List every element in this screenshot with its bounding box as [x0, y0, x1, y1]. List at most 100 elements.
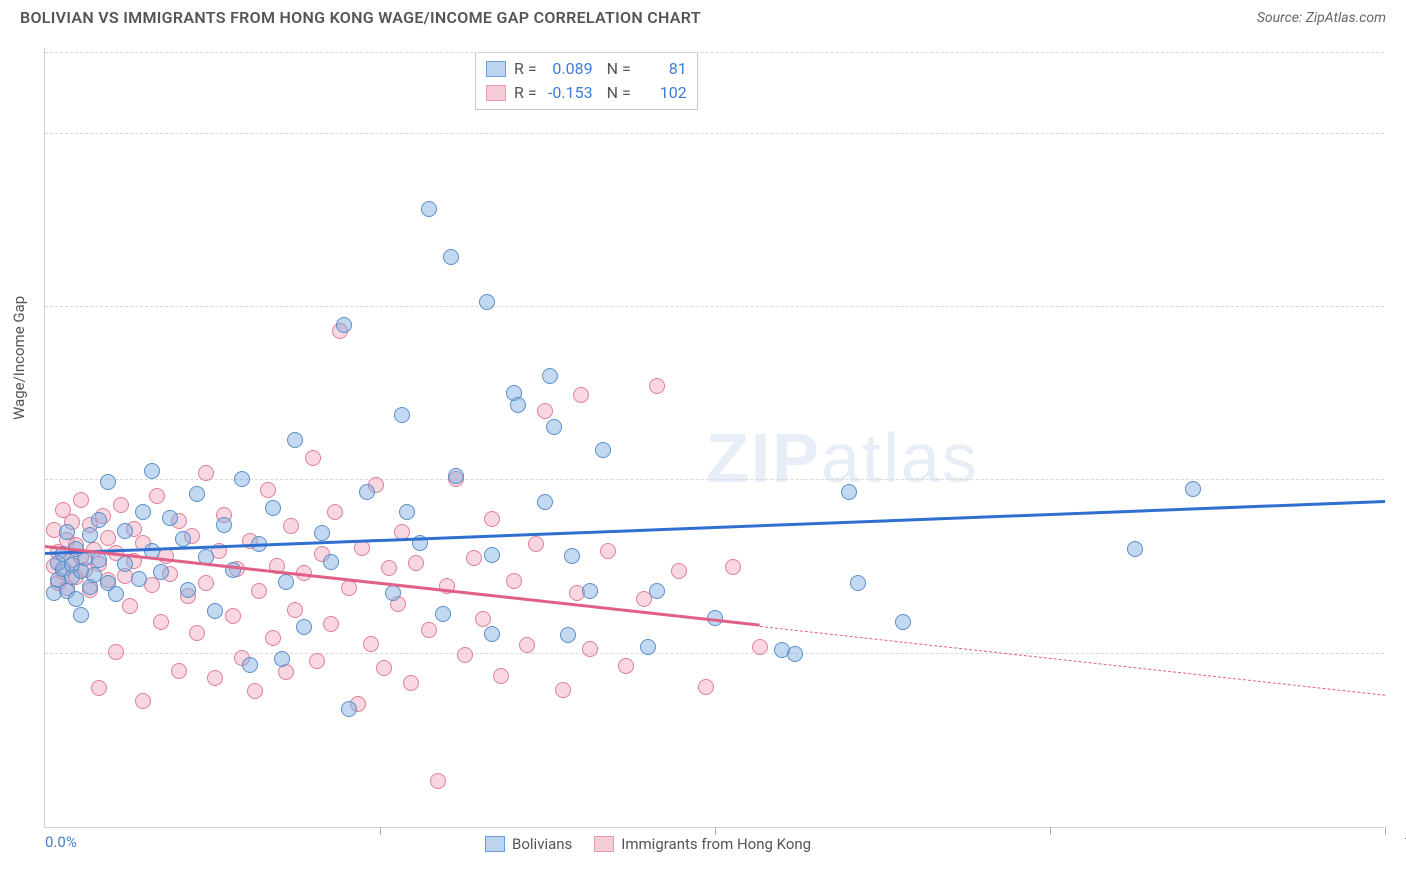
pink-point — [149, 488, 165, 504]
blue-point — [850, 575, 866, 591]
pink-point — [537, 403, 553, 419]
pink-point — [171, 663, 187, 679]
blue-point — [435, 606, 451, 622]
blue-point — [274, 651, 290, 667]
pink-point — [113, 497, 129, 513]
stats-row-b: R = -0.153 N = 102 — [486, 81, 687, 105]
legend-item-a: Bolivians — [485, 835, 572, 853]
pink-point — [122, 598, 138, 614]
pink-point — [421, 622, 437, 638]
blue-point — [443, 249, 459, 265]
blue-point — [394, 407, 410, 423]
pink-point — [618, 658, 634, 674]
blue-point — [153, 564, 169, 580]
blue-point — [207, 603, 223, 619]
pink-point — [506, 573, 522, 589]
pink-point — [327, 504, 343, 520]
blue-point — [649, 583, 665, 599]
blue-point — [91, 512, 107, 528]
pink-point — [341, 580, 357, 596]
source-attribution: Source: ZipAtlas.com — [1257, 10, 1386, 26]
legend-swatch-blue-icon — [485, 836, 505, 852]
pink-point — [376, 660, 392, 676]
pink-point — [287, 602, 303, 618]
pink-point — [752, 639, 768, 655]
pink-point — [153, 614, 169, 630]
blue-point — [91, 552, 107, 568]
swatch-pink-icon — [486, 85, 506, 101]
blue-point — [68, 591, 84, 607]
pink-point — [484, 511, 500, 527]
blue-point — [448, 468, 464, 484]
blue-point — [117, 523, 133, 539]
pink-trendline-extrapolated — [760, 626, 1385, 696]
blue-point — [510, 397, 526, 413]
swatch-blue-icon — [486, 61, 506, 77]
chart-title: BOLIVIAN VS IMMIGRANTS FROM HONG KONG WA… — [20, 8, 701, 27]
blue-trendline — [45, 500, 1385, 554]
pink-point — [493, 668, 509, 684]
blue-point — [385, 585, 401, 601]
pink-point — [457, 647, 473, 663]
blue-point — [144, 463, 160, 479]
pink-point — [265, 630, 281, 646]
blue-point — [542, 368, 558, 384]
legend-swatch-pink-icon — [594, 836, 614, 852]
blue-point — [225, 562, 241, 578]
pink-point — [381, 560, 397, 576]
pink-point — [100, 530, 116, 546]
blue-point — [162, 510, 178, 526]
watermark: ZIPatlas — [706, 418, 979, 498]
blue-point — [117, 556, 133, 572]
blue-point — [314, 525, 330, 541]
pink-point — [73, 492, 89, 508]
pink-point — [519, 637, 535, 653]
blue-point — [73, 607, 89, 623]
x-tick — [1050, 827, 1051, 835]
pink-point — [408, 555, 424, 571]
blue-point — [560, 627, 576, 643]
pink-point — [671, 563, 687, 579]
gridline — [45, 52, 1384, 53]
pink-point — [475, 611, 491, 627]
pink-point — [582, 641, 598, 657]
blue-point — [537, 494, 553, 510]
blue-point — [341, 701, 357, 717]
blue-point — [108, 586, 124, 602]
blue-point — [189, 486, 205, 502]
blue-point — [640, 639, 656, 655]
blue-point — [59, 524, 75, 540]
gridline — [45, 306, 1384, 307]
pink-point — [260, 482, 276, 498]
blue-point — [895, 614, 911, 630]
pink-point — [573, 387, 589, 403]
pink-point — [403, 675, 419, 691]
blue-point — [421, 201, 437, 217]
pink-point — [555, 682, 571, 698]
blue-point — [336, 317, 352, 333]
pink-point — [649, 378, 665, 394]
pink-point — [283, 518, 299, 534]
blue-point — [359, 484, 375, 500]
pink-point — [91, 680, 107, 696]
blue-point — [484, 547, 500, 563]
blue-point — [323, 554, 339, 570]
pink-point — [198, 465, 214, 481]
blue-point — [100, 474, 116, 490]
blue-point — [787, 646, 803, 662]
blue-point — [135, 504, 151, 520]
blue-point — [595, 442, 611, 458]
blue-point — [1127, 541, 1143, 557]
blue-point — [582, 583, 598, 599]
blue-point — [1185, 481, 1201, 497]
blue-point — [180, 582, 196, 598]
pink-point — [430, 773, 446, 789]
blue-point — [242, 657, 258, 673]
gridline — [45, 133, 1384, 134]
pink-point — [189, 625, 205, 641]
pink-point — [251, 583, 267, 599]
pink-point — [135, 693, 151, 709]
pink-point — [305, 450, 321, 466]
blue-point — [265, 500, 281, 516]
pink-point — [108, 644, 124, 660]
